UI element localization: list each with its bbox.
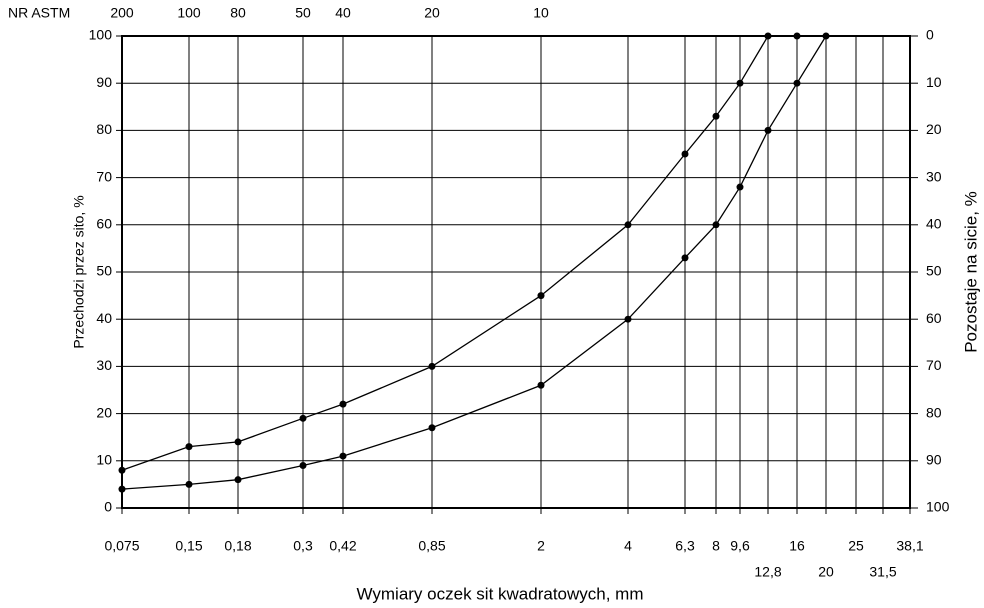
y-tick-label: 30 [96, 357, 112, 373]
x-tick-label: 0,3 [293, 538, 313, 554]
plot-frame [121, 35, 911, 509]
y2-tick-label: 60 [926, 310, 942, 326]
x-tick-label: 0,42 [329, 538, 356, 554]
x-tick-label: 9,6 [730, 538, 750, 554]
y2-tick-label: 50 [926, 263, 942, 279]
y-tick-label: 80 [96, 121, 112, 137]
series-line [121, 35, 827, 490]
data-point [299, 462, 307, 470]
data-point [234, 476, 242, 484]
y-axis-title: Przechodzi przez sito, % [71, 195, 87, 348]
data-point [118, 485, 126, 493]
data-point [736, 79, 744, 87]
data-point [764, 126, 772, 134]
data-point [537, 381, 545, 389]
data-point [712, 221, 720, 229]
x-tick-label: 4 [624, 538, 632, 554]
data-point [624, 315, 632, 323]
y-tick-label: 10 [96, 452, 112, 468]
data-point [118, 466, 126, 474]
y-tick-label: 100 [89, 27, 113, 43]
x-tick-label: 25 [848, 538, 864, 554]
x-tick-label: 38,1 [896, 538, 923, 554]
y-tick-label: 60 [96, 216, 112, 232]
series-line [121, 35, 797, 471]
x-tick-label: 0,15 [175, 538, 202, 554]
x-tick-label: 0,85 [418, 538, 445, 554]
data-point [793, 79, 801, 87]
data-point [822, 32, 830, 40]
data-point [681, 254, 689, 262]
data-point [185, 443, 193, 451]
y2-tick-label: 20 [926, 121, 942, 137]
top-tick-label: 80 [230, 5, 246, 21]
x-axis-title: Wymiary oczek sit kwadratowych, mm [356, 584, 643, 603]
data-point [764, 32, 772, 40]
y2-tick-label: 30 [926, 168, 942, 184]
y2-tick-label: 0 [926, 27, 934, 43]
data-point [234, 438, 242, 446]
y-tick-label: 40 [96, 310, 112, 326]
y-tick-label: 90 [96, 74, 112, 90]
top-axis-label: NR ASTM [8, 5, 70, 21]
top-tick-label: 40 [335, 5, 351, 21]
y2-axis-title: Pozostaje na sicie, % [961, 191, 980, 353]
data-point [185, 480, 193, 488]
data-point [624, 221, 632, 229]
y-tick-label: 70 [96, 168, 112, 184]
data-point [428, 362, 436, 370]
data-point [339, 400, 347, 408]
top-tick-label: 10 [533, 5, 549, 21]
top-tick-label: 20 [424, 5, 440, 21]
top-tick-label: 200 [110, 5, 134, 21]
data-point [428, 424, 436, 432]
y-tick-label: 20 [96, 404, 112, 420]
x-tick-label: 20 [818, 564, 834, 580]
data-point [736, 183, 744, 191]
x-tick-label: 12,8 [754, 564, 781, 580]
y2-tick-label: 40 [926, 216, 942, 232]
y2-tick-label: 90 [926, 452, 942, 468]
top-tick-label: 50 [295, 5, 311, 21]
top-tick-label: 100 [177, 5, 201, 21]
x-tick-label: 2 [537, 538, 545, 554]
data-point [712, 112, 720, 120]
x-tick-label: 6,3 [675, 538, 695, 554]
y2-tick-label: 100 [926, 499, 950, 515]
x-tick-label: 0,18 [224, 538, 251, 554]
data-point [793, 32, 801, 40]
y-tick-label: 0 [104, 499, 112, 515]
y2-tick-label: 80 [926, 404, 942, 420]
x-tick-label: 16 [789, 538, 805, 554]
x-tick-label: 31,5 [869, 564, 896, 580]
data-point [299, 414, 307, 422]
y2-tick-label: 70 [926, 357, 942, 373]
x-tick-label: 8 [712, 538, 720, 554]
data-point [537, 292, 545, 300]
x-tick-label: 0,075 [104, 538, 139, 554]
data-point [339, 452, 347, 460]
y2-tick-label: 10 [926, 74, 942, 90]
data-point [681, 150, 689, 158]
y-tick-label: 50 [96, 263, 112, 279]
